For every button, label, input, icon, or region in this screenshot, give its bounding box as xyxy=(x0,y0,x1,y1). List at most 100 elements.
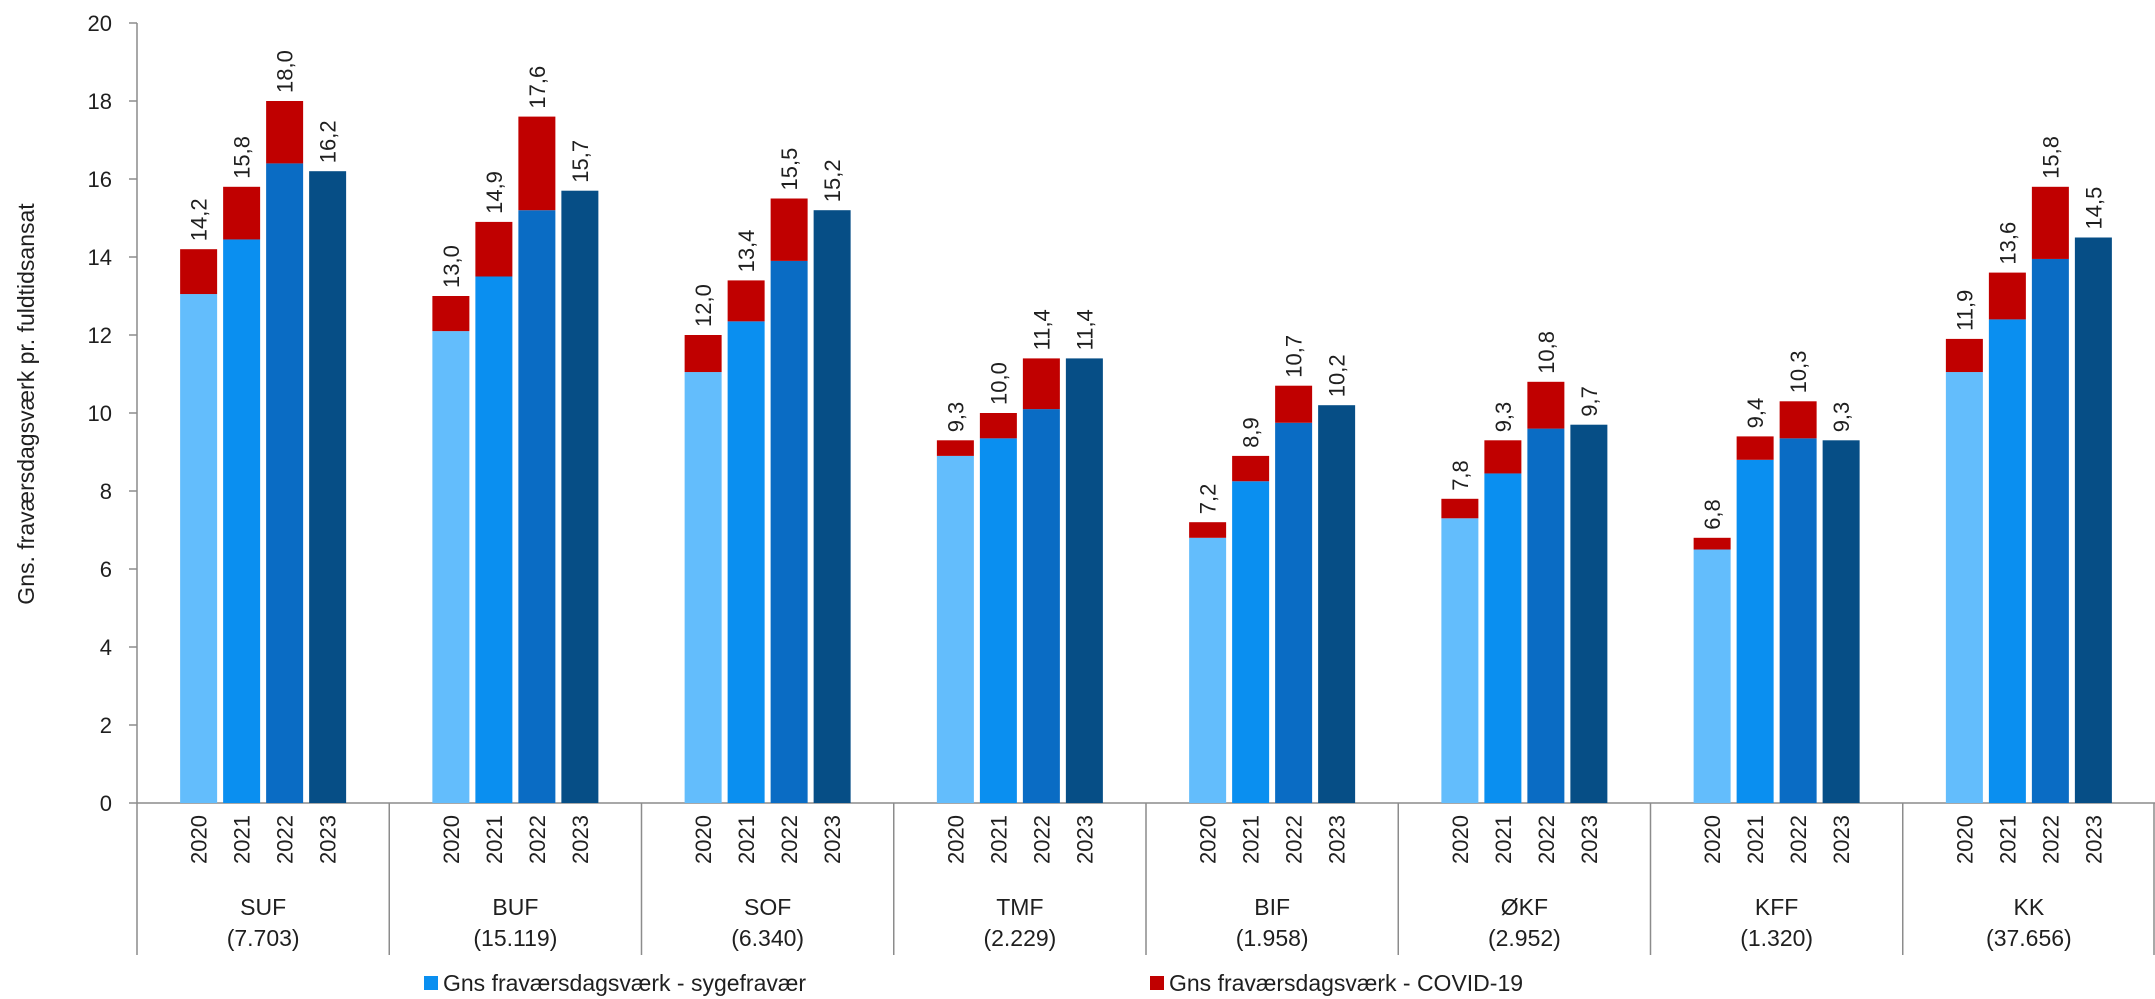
data-label-KFF-2021: 9,4 xyxy=(1743,398,1768,429)
data-label-BIF-2023: 10,2 xyxy=(1325,354,1350,397)
data-label-KFF-2023: 9,3 xyxy=(1829,402,1854,433)
group-count-BUF: (15.119) xyxy=(473,925,557,951)
bar-covid-BUF-2022 xyxy=(518,116,556,211)
group-name-ØKF: ØKF xyxy=(1501,894,1548,920)
y-tick-label: 18 xyxy=(88,89,112,114)
group-name-BUF: BUF xyxy=(492,894,538,920)
bar-covid-SUF-2022 xyxy=(266,101,304,164)
y-tick-label: 0 xyxy=(100,791,112,816)
data-label-KK-2023: 14,5 xyxy=(2081,187,2106,230)
x-tick-label-year: 2023 xyxy=(568,815,593,864)
bar-covid-KK-2022 xyxy=(2031,186,2069,259)
x-tick-label-year: 2022 xyxy=(2038,815,2063,864)
y-tick-label: 10 xyxy=(88,401,112,426)
bar-sick-TMF-2022 xyxy=(1022,409,1060,803)
group-count-BIF: (1.958) xyxy=(1236,925,1309,951)
y-tick-label: 8 xyxy=(100,479,112,504)
bar-sick-SOF-2020 xyxy=(684,372,722,803)
x-tick-label-year: 2023 xyxy=(820,815,845,864)
bar-sick-ØKF-2022 xyxy=(1527,428,1565,803)
bar-sick-BIF-2020 xyxy=(1189,537,1227,803)
bar-sick-KFF-2023 xyxy=(1822,440,1860,803)
data-label-SOF-2023: 15,2 xyxy=(820,159,845,202)
x-tick-label-year: 2023 xyxy=(1325,815,1350,864)
bar-sick-BUF-2022 xyxy=(518,210,556,803)
data-label-BIF-2020: 7,2 xyxy=(1196,484,1221,515)
data-label-SUF-2020: 14,2 xyxy=(187,198,212,241)
group-name-KFF: KFF xyxy=(1755,894,1798,920)
bar-sick-KFF-2020 xyxy=(1693,549,1731,803)
bar-sick-BUF-2020 xyxy=(432,331,470,803)
data-label-BUF-2021: 14,9 xyxy=(482,171,507,214)
y-tick-label: 4 xyxy=(100,635,112,660)
group-name-SOF: SOF xyxy=(744,894,791,920)
data-label-ØKF-2020: 7,8 xyxy=(1448,460,1473,491)
y-tick-label: 20 xyxy=(88,11,112,36)
bar-covid-KK-2020 xyxy=(1945,338,1983,373)
data-label-KK-2020: 11,9 xyxy=(1952,290,1977,331)
bar-sick-TMF-2021 xyxy=(979,438,1017,803)
x-tick-label-year: 2020 xyxy=(439,815,464,864)
legend-swatch-covid xyxy=(1150,976,1164,990)
bar-covid-SOF-2021 xyxy=(727,280,765,322)
bar-covid-TMF-2022 xyxy=(1022,358,1060,410)
x-tick-label-year: 2023 xyxy=(316,815,341,864)
x-axis-labels: 2020 2021 2022 2023 SUF (7.703) 2020 2021 2022 20… xyxy=(187,815,2107,951)
x-tick-label-year: 2020 xyxy=(1952,815,1977,864)
bar-sick-KK-2022 xyxy=(2031,258,2069,803)
y-tick-label: 14 xyxy=(88,245,112,270)
bar-covid-BUF-2021 xyxy=(475,221,513,277)
x-tick-label-year: 2020 xyxy=(1700,815,1725,864)
x-tick-label-year: 2022 xyxy=(1534,815,1559,864)
x-tick-label-year: 2021 xyxy=(1239,815,1264,864)
data-label-ØKF-2021: 9,3 xyxy=(1491,402,1516,433)
bar-sick-TMF-2023 xyxy=(1065,358,1103,803)
bar-sick-SOF-2022 xyxy=(770,260,808,803)
x-tick-label-year: 2021 xyxy=(986,815,1011,864)
x-tick-label-year: 2022 xyxy=(1029,815,1054,864)
bar-sick-KK-2020 xyxy=(1945,372,1983,803)
x-tick-label-year: 2020 xyxy=(1196,815,1221,864)
bar-covid-ØKF-2022 xyxy=(1527,381,1565,429)
data-label-SUF-2023: 16,2 xyxy=(316,120,341,163)
x-tick-label-year: 2021 xyxy=(734,815,759,864)
data-label-SOF-2020: 12,0 xyxy=(691,284,716,327)
y-axis-title: Gns. fraværsdagsværk pr. fuldtidsansat xyxy=(13,203,39,605)
data-label-ØKF-2022: 10,8 xyxy=(1534,331,1559,374)
bar-covid-TMF-2020 xyxy=(936,440,974,456)
x-tick-label-year: 2023 xyxy=(1829,815,1854,864)
bars xyxy=(180,101,2112,803)
data-label-KFF-2022: 10,3 xyxy=(1786,350,1811,393)
data-label-KK-2022: 15,8 xyxy=(2038,136,2063,179)
bar-sick-ØKF-2023 xyxy=(1570,424,1608,803)
y-tick-label: 16 xyxy=(88,167,112,192)
legend: Gns fraværsdagsværk - sygefravær Gns fra… xyxy=(424,970,1523,996)
data-label-BUF-2020: 13,0 xyxy=(439,245,464,288)
bar-covid-BUF-2020 xyxy=(432,296,470,332)
legend-label-sick: Gns fraværsdagsværk - sygefravær xyxy=(443,970,806,996)
x-tick-label-year: 2021 xyxy=(482,815,507,864)
group-name-TMF: TMF xyxy=(996,894,1043,920)
bar-sick-BIF-2021 xyxy=(1232,481,1270,803)
data-label-KK-2021: 13,6 xyxy=(1995,222,2020,265)
data-label-TMF-2020: 9,3 xyxy=(943,402,968,433)
bar-covid-BIF-2021 xyxy=(1232,455,1270,482)
bar-sick-BUF-2023 xyxy=(561,190,599,803)
bar-sick-KFF-2021 xyxy=(1736,459,1774,803)
bar-sick-BUF-2021 xyxy=(475,276,513,803)
group-name-BIF: BIF xyxy=(1254,894,1290,920)
group-count-KFF: (1.320) xyxy=(1740,925,1813,951)
group-count-SUF: (7.703) xyxy=(227,925,300,951)
group-count-KK: (37.656) xyxy=(1986,925,2072,951)
bar-covid-ØKF-2021 xyxy=(1484,440,1522,474)
bar-sick-ØKF-2021 xyxy=(1484,473,1522,803)
x-tick-label-year: 2020 xyxy=(943,815,968,864)
x-tick-label-year: 2020 xyxy=(187,815,212,864)
bar-covid-KFF-2021 xyxy=(1736,436,1774,460)
data-label-TMF-2021: 10,0 xyxy=(986,362,1011,405)
bar-sick-SUF-2021 xyxy=(223,239,261,803)
group-count-SOF: (6.340) xyxy=(731,925,804,951)
data-label-ØKF-2023: 9,7 xyxy=(1577,386,1602,417)
bar-covid-KFF-2020 xyxy=(1693,537,1731,550)
